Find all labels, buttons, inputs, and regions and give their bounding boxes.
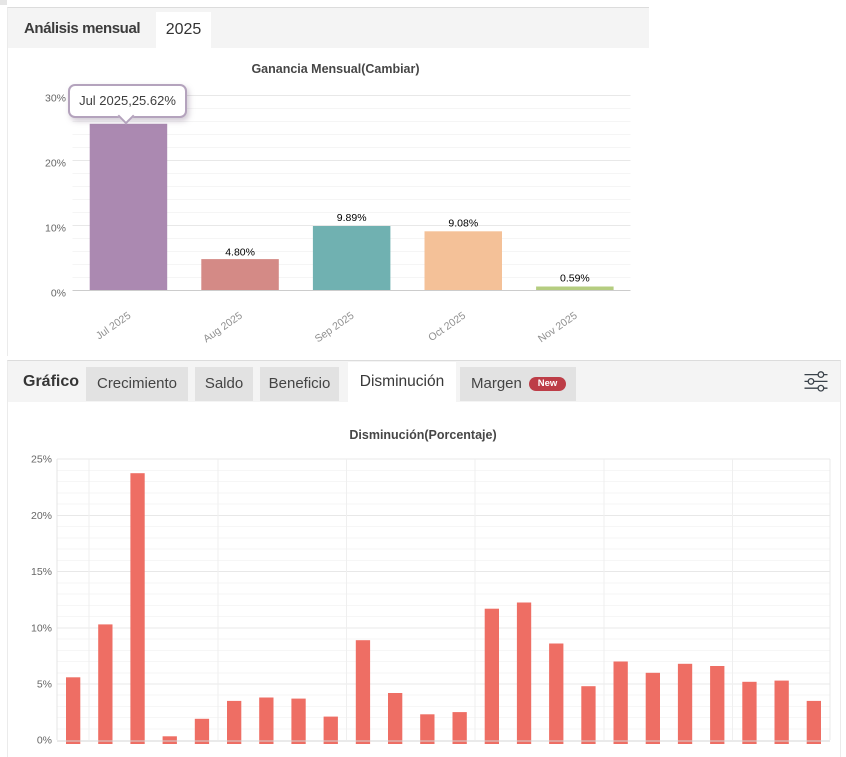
svg-text:Jul 2025: Jul 2025 [94, 310, 134, 343]
svg-text:10%: 10% [31, 622, 52, 634]
svg-text:0%: 0% [51, 288, 66, 300]
svg-text:9.08%: 9.08% [448, 217, 478, 229]
svg-text:Sep 2025: Sep 2025 [313, 310, 357, 346]
svg-text:0%: 0% [37, 735, 52, 747]
svg-text:10%: 10% [45, 223, 66, 235]
svg-text:Aug 2025: Aug 2025 [201, 310, 245, 346]
svg-text:5%: 5% [37, 679, 52, 691]
svg-text:20%: 20% [31, 510, 52, 522]
svg-text:Ganancia Mensual(Cambiar): Ganancia Mensual(Cambiar) [251, 62, 419, 76]
svg-text:25%: 25% [31, 454, 52, 466]
svg-text:9.89%: 9.89% [337, 212, 367, 224]
svg-text:Oct 2025: Oct 2025 [426, 310, 468, 344]
svg-text:30%: 30% [45, 93, 66, 105]
svg-text:Disminución(Porcentaje): Disminución(Porcentaje) [349, 428, 496, 442]
svg-text:4.80%: 4.80% [225, 246, 255, 258]
svg-text:Nov 2025: Nov 2025 [536, 310, 580, 346]
svg-text:15%: 15% [31, 566, 52, 578]
svg-text:0.59%: 0.59% [560, 273, 590, 285]
svg-text:20%: 20% [45, 158, 66, 170]
